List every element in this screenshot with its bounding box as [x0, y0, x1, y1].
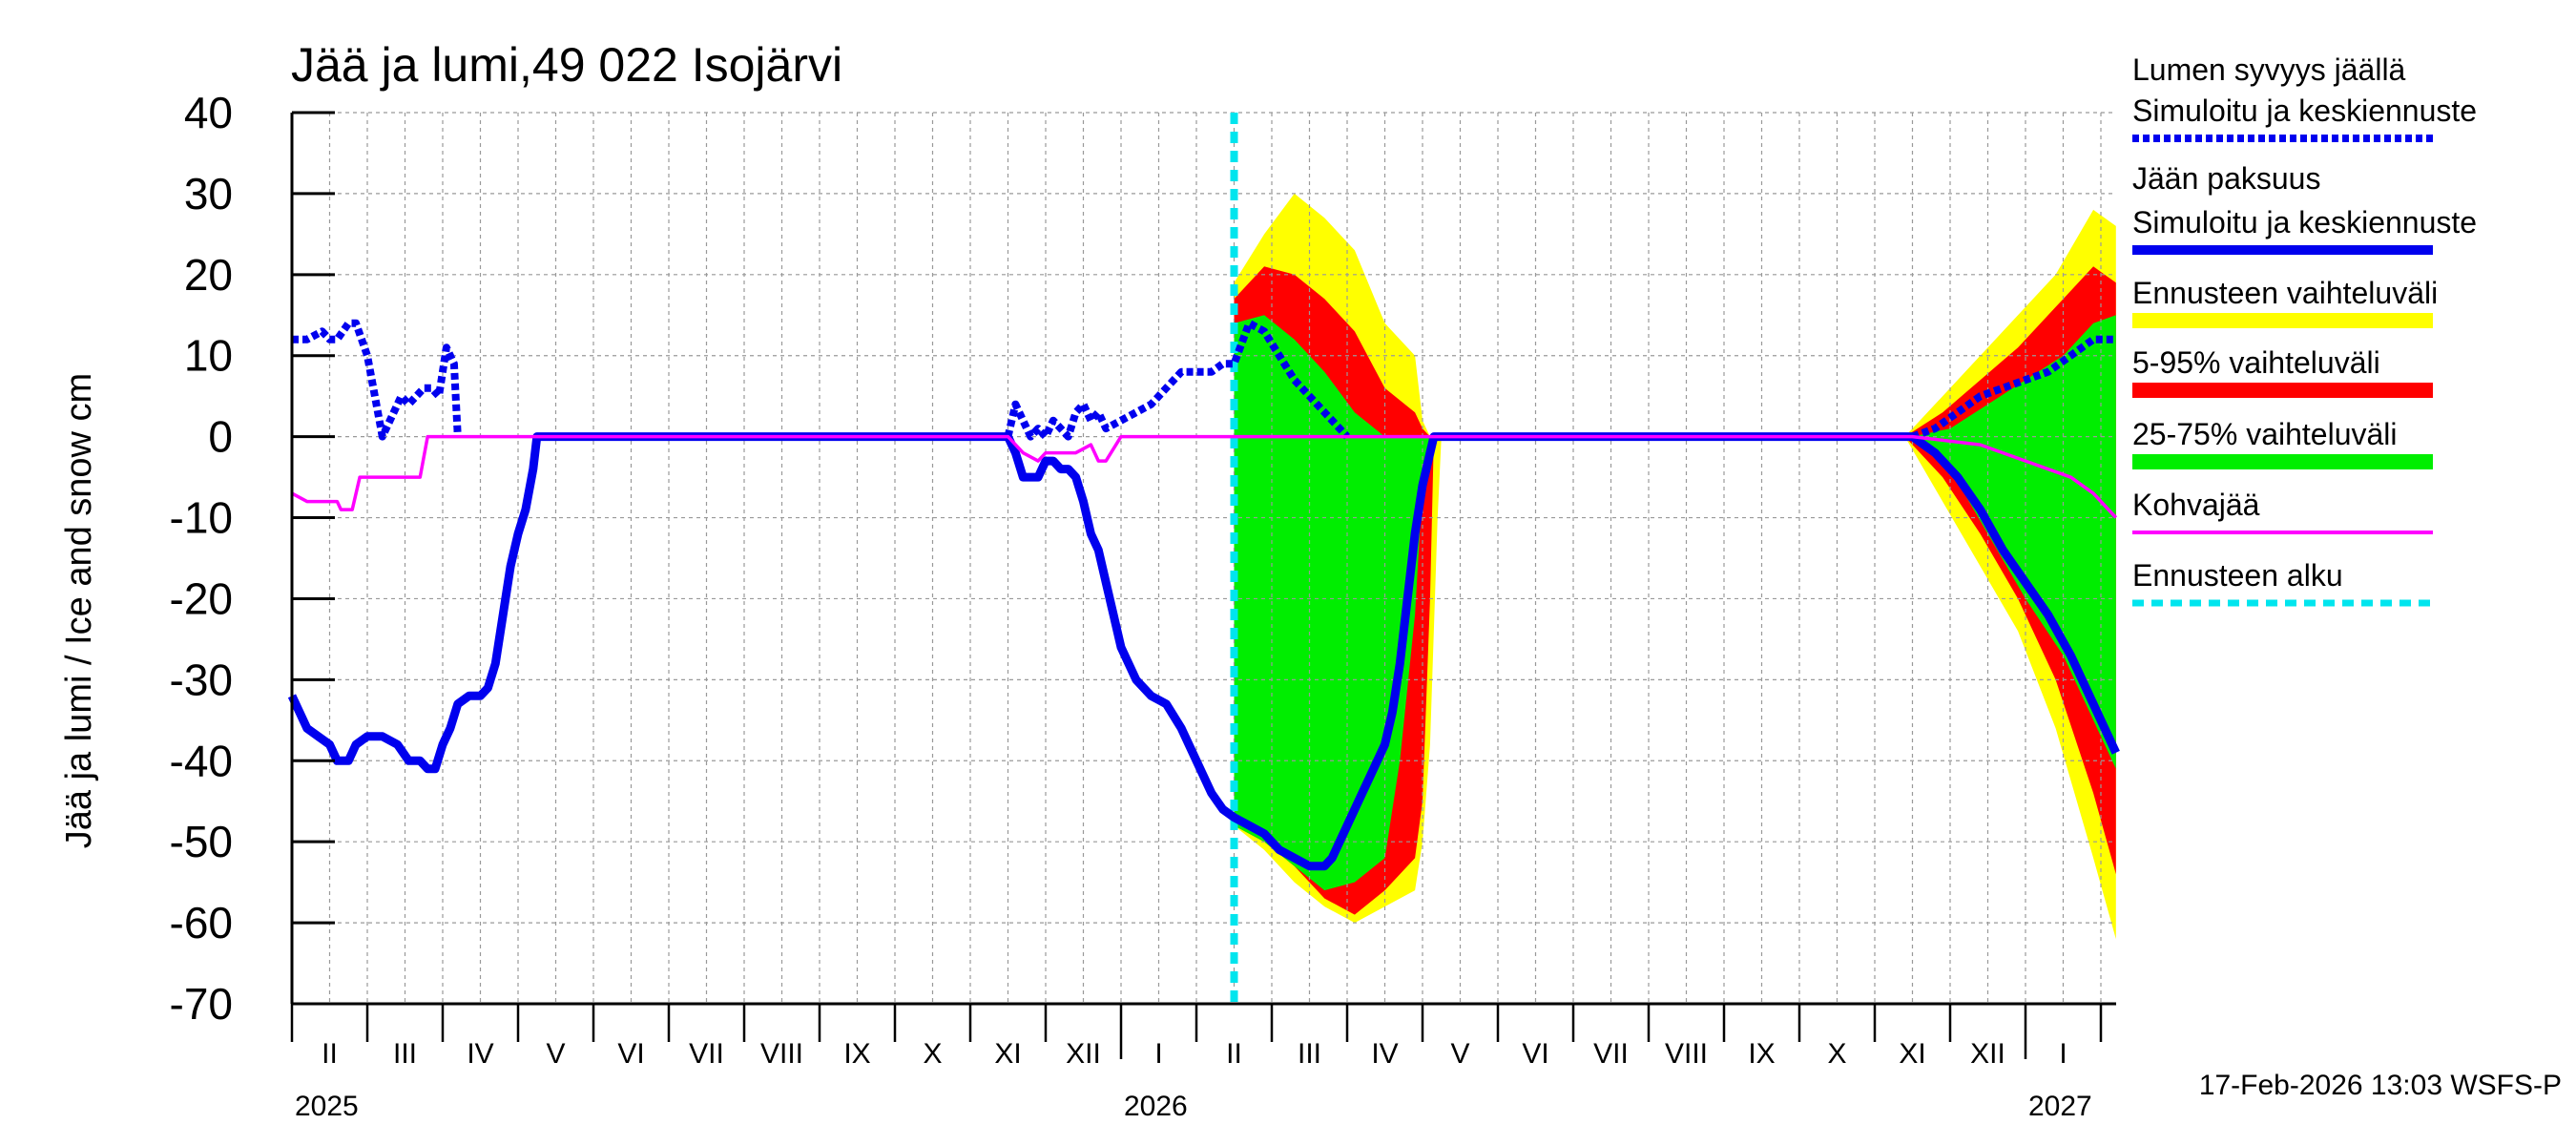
- legend-swatch: [2132, 313, 2433, 328]
- series-kohvaj-: [291, 434, 2118, 519]
- y-tick-label: -30: [170, 655, 233, 704]
- x-month-label: XI: [1899, 1038, 1925, 1070]
- y-tick-label: -50: [170, 817, 233, 866]
- x-year-label: 2027: [2028, 1091, 2092, 1122]
- x-month-label: VIII: [1665, 1038, 1708, 1070]
- legend-label: Jään paksuus: [2132, 161, 2320, 196]
- y-tick-label: -20: [170, 573, 233, 623]
- x-month-label: IV: [467, 1038, 493, 1070]
- series-j-n-paksuus: [287, 432, 2120, 871]
- y-tick-label: 10: [184, 331, 233, 381]
- y-tick-label: 20: [184, 250, 233, 300]
- y-tick-label: -60: [170, 898, 233, 947]
- timestamp-footer: 17-Feb-2026 13:03 WSFS-P: [2199, 1070, 2562, 1101]
- legend-label: 5-95% vaihteluväli: [2132, 345, 2380, 380]
- legend-label: Simuloitu ja keskiennuste: [2132, 94, 2477, 128]
- x-year-label: 2025: [295, 1091, 359, 1122]
- legend-label: 25-75% vaihteluväli: [2132, 417, 2398, 451]
- x-month-label: V: [1450, 1038, 1469, 1070]
- x-month-label: IV: [1371, 1038, 1398, 1070]
- legend-label: Ennusteen vaihteluväli: [2132, 276, 2438, 310]
- x-month-label: XII: [1970, 1038, 2005, 1070]
- x-month-label: VIII: [760, 1038, 803, 1070]
- x-month-label: VII: [689, 1038, 724, 1070]
- x-year-label: 2026: [1124, 1091, 1188, 1122]
- chart-title: Jää ja lumi,49 022 Isojärvi: [291, 38, 842, 92]
- y-tick-label: -40: [170, 736, 233, 785]
- x-month-label: V: [546, 1038, 565, 1070]
- y-tick-label: 0: [208, 412, 233, 462]
- legend-swatch: [2132, 383, 2433, 398]
- y-tick-label: 30: [184, 169, 233, 219]
- legend-label: Kohvajää: [2132, 488, 2260, 522]
- series-lumen-syvyys-j-ll-alkutalvi-: [1004, 319, 1350, 441]
- x-month-label: III: [1298, 1038, 1321, 1070]
- x-month-label: VI: [617, 1038, 644, 1070]
- y-tick-label: 40: [184, 88, 233, 137]
- legend-label: Ennusteen alku: [2132, 558, 2343, 593]
- x-month-label: XII: [1066, 1038, 1101, 1070]
- x-month-label: I: [2059, 1038, 2067, 1070]
- legend-label: Lumen syvyys jäällä: [2132, 52, 2406, 87]
- y-tick-label: -70: [170, 979, 233, 1029]
- x-month-label: X: [923, 1038, 942, 1070]
- x-month-label: I: [1154, 1038, 1162, 1070]
- y-tick-label: -10: [170, 493, 233, 543]
- legend-swatch: [2132, 454, 2433, 469]
- x-month-label: VII: [1593, 1038, 1629, 1070]
- x-month-label: VI: [1522, 1038, 1548, 1070]
- series-lines: [287, 113, 2120, 1004]
- x-month-label: XI: [994, 1038, 1021, 1070]
- legend-label: Simuloitu ja keskiennuste: [2132, 205, 2477, 239]
- legend: Lumen syvyys jäällä Simuloitu ja keskienn…: [2132, 52, 2477, 607]
- series-lumen-syvyys-j-ll-ennuste-2027-: [1911, 335, 2116, 441]
- x-month-label: X: [1827, 1038, 1846, 1070]
- x-month-label: II: [1226, 1038, 1242, 1070]
- series-lumen-syvyys-j-ll-simuloitu-: [292, 319, 462, 441]
- y-axis-label: Jää ja lumi / Ice and snow cm: [59, 373, 99, 848]
- x-month-label: IX: [1748, 1038, 1775, 1070]
- x-month-label: II: [322, 1038, 338, 1070]
- x-month-label: III: [393, 1038, 417, 1070]
- x-month-label: IX: [843, 1038, 870, 1070]
